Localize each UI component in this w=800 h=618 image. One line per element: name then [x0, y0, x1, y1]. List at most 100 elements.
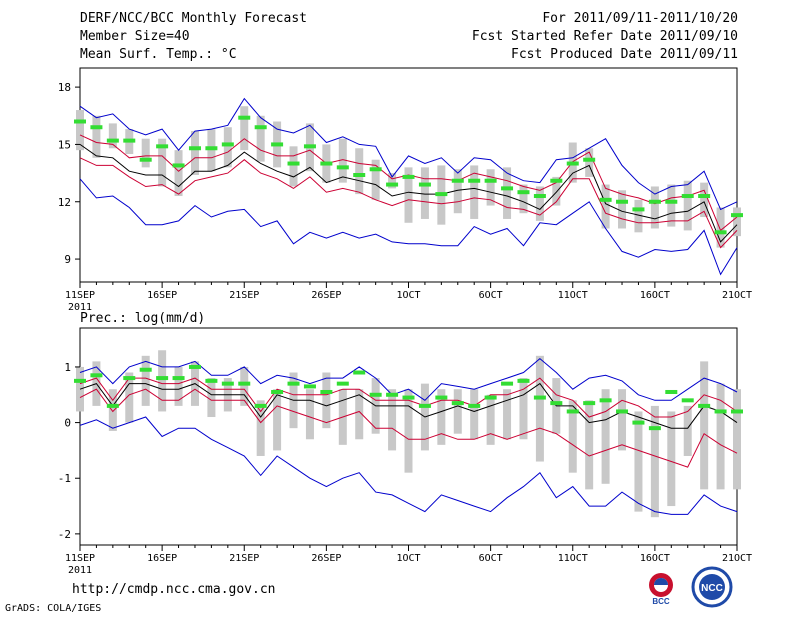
x-tick-label: 1OCT	[396, 290, 420, 301]
spread-box	[716, 383, 725, 490]
median-mark	[599, 398, 612, 403]
median-mark	[402, 174, 415, 179]
median-mark	[501, 381, 514, 386]
median-mark	[156, 376, 169, 381]
spread-box	[535, 355, 544, 462]
median-mark	[320, 161, 333, 166]
median-mark	[566, 161, 579, 166]
median-mark	[731, 213, 743, 218]
forecast-started-date: Fcst Started Refer Date 2011/09/10	[471, 29, 738, 44]
y-tick-label: 0	[64, 417, 71, 430]
median-mark	[254, 403, 267, 408]
median-mark	[583, 401, 596, 406]
spread-box	[108, 389, 117, 431]
variable-label-precipitation: Prec.: log(mm/d)	[80, 311, 205, 326]
spread-box	[700, 182, 709, 218]
x-tick-label: 6OCT	[479, 553, 503, 564]
spread-box	[289, 146, 298, 187]
median-mark	[369, 392, 382, 397]
x-tick-label: 21OCT	[722, 553, 752, 564]
median-mark	[386, 182, 399, 187]
median-mark	[221, 381, 234, 386]
median-mark	[156, 144, 169, 149]
median-mark	[418, 403, 431, 408]
spread-box	[174, 366, 183, 406]
median-mark	[468, 178, 481, 183]
spread-box	[338, 138, 347, 183]
spread-box	[404, 167, 413, 223]
median-mark	[90, 373, 103, 378]
spread-box	[733, 207, 741, 237]
series-line-upper	[79, 377, 738, 418]
x-tick-label: 11OCT	[558, 553, 588, 564]
variable-label-temperature: Mean Surf. Temp.: °C	[80, 47, 237, 62]
y-tick-label: -2	[58, 528, 71, 541]
median-mark	[435, 192, 448, 197]
spread-box	[355, 389, 364, 440]
median-mark	[681, 194, 694, 199]
website-url[interactable]: http://cmdp.ncc.cma.gov.cn	[72, 582, 276, 597]
ncc-logo-text: NCC	[701, 583, 723, 594]
spread-box	[76, 366, 84, 412]
spread-box	[453, 389, 462, 434]
spread-box	[634, 411, 643, 512]
spread-box	[174, 150, 183, 197]
spread-box	[503, 389, 512, 440]
median-mark	[632, 420, 645, 425]
spread-box	[585, 400, 594, 490]
spread-box	[601, 389, 610, 484]
median-mark	[188, 146, 201, 151]
spread-box	[716, 207, 725, 248]
x-year-label: 2011	[68, 302, 92, 313]
median-mark	[435, 395, 448, 400]
series-line-max	[79, 357, 738, 401]
x-tick-label: 26SEP	[311, 553, 341, 564]
spread-box	[108, 123, 117, 149]
spread-box	[388, 389, 397, 451]
median-mark	[402, 395, 415, 400]
median-mark	[484, 178, 497, 183]
spread-box	[486, 169, 495, 206]
x-tick-label: 21SEP	[229, 553, 259, 564]
spread-box	[256, 400, 265, 456]
median-mark	[303, 144, 316, 149]
median-mark	[336, 381, 349, 386]
median-mark	[287, 161, 300, 166]
median-mark	[205, 146, 218, 151]
spread-box	[585, 148, 594, 177]
median-mark	[451, 401, 464, 406]
spread-box	[223, 127, 232, 168]
median-mark	[665, 199, 678, 204]
median-mark	[550, 401, 563, 406]
spread-box	[733, 389, 741, 490]
forecast-period: For 2011/09/11-2011/10/20	[542, 11, 738, 26]
spread-box	[618, 389, 627, 451]
x-tick-label: 16SEP	[147, 290, 177, 301]
spread-box	[650, 186, 659, 229]
x-tick-label: 16OCT	[640, 290, 670, 301]
median-mark	[106, 138, 119, 143]
y-tick-label: 12	[58, 196, 71, 209]
spread-box	[371, 159, 380, 200]
median-mark	[616, 199, 629, 204]
series-line-min	[79, 178, 738, 276]
median-mark	[74, 119, 86, 124]
y-tick-label: 15	[58, 138, 71, 151]
bcc-logo: BCC	[649, 573, 673, 606]
y-tick-label: 9	[64, 253, 71, 266]
x-tick-label: 11SEP	[65, 553, 95, 564]
median-mark	[123, 138, 136, 143]
median-mark	[599, 197, 612, 202]
spread-box	[601, 184, 610, 229]
x-tick-label: 21OCT	[722, 290, 752, 301]
spread-box	[683, 405, 692, 456]
median-mark	[238, 381, 251, 386]
spread-box	[568, 400, 577, 473]
spread-box	[519, 184, 528, 214]
spread-box	[305, 389, 314, 440]
bcc-logo-text: BCC	[652, 597, 670, 606]
spread-box	[470, 389, 479, 440]
median-mark	[287, 381, 300, 386]
spread-box	[92, 115, 101, 158]
y-tick-label: 18	[58, 81, 71, 94]
